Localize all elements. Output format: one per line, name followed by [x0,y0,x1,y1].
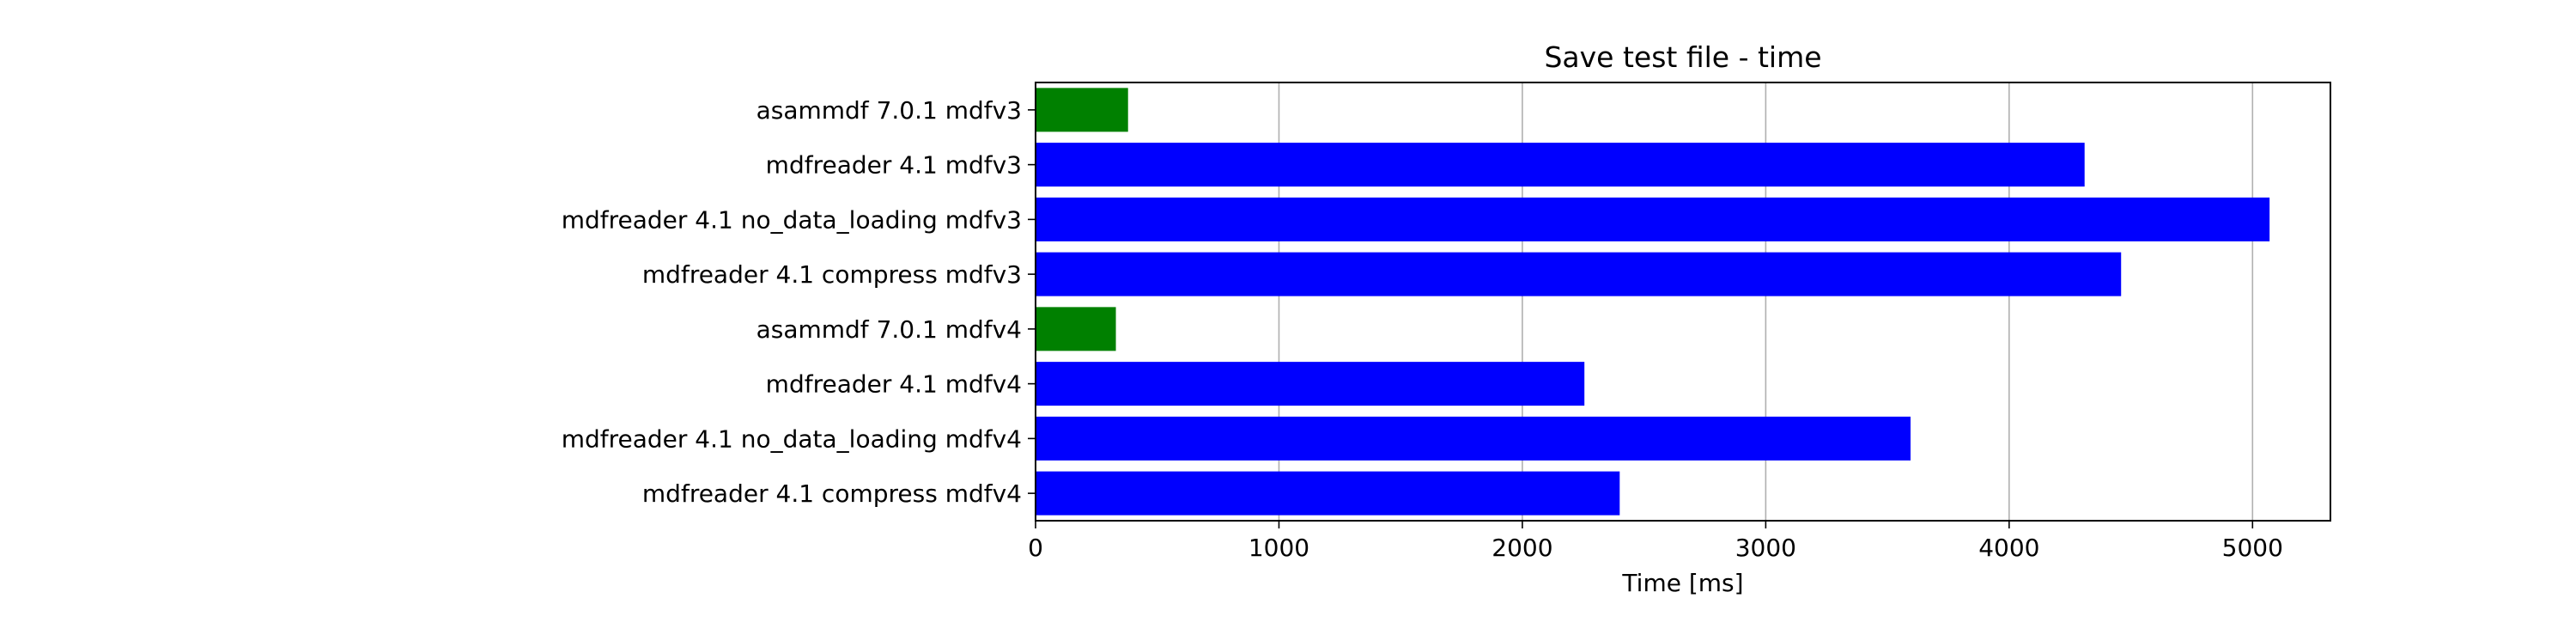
x-tick-label: 2000 [1492,534,1552,562]
x-tick-label: 0 [1028,534,1043,562]
bar [1036,471,1620,516]
y-tick-label: asammdf 7.0.1 mdfv3 [756,96,1022,125]
bar [1036,362,1585,406]
x-axis-ticks: 0 1000 2000 3000 4000 5000 [1028,521,2283,562]
y-tick-label: mdfreader 4.1 no_data_loading mdfv4 [562,424,1022,453]
x-tick-label: 3000 [1735,534,1796,562]
y-tick-label: mdfreader 4.1 mdfv4 [766,370,1022,399]
bars [1036,88,2270,516]
y-axis-ticks: asammdf 7.0.1 mdfv3 mdfreader 4.1 mdfv3 md… [562,96,1036,508]
x-tick-label: 5000 [2222,534,2283,562]
bar [1036,197,2270,241]
bar [1036,88,1128,132]
bar [1036,143,2085,187]
x-axis-label: Time [ms] [1621,569,1743,597]
y-tick-label: asammdf 7.0.1 mdfv4 [756,315,1022,344]
y-tick-label: mdfreader 4.1 mdfv3 [766,151,1022,180]
bar [1036,307,1116,351]
bar [1036,416,1911,461]
y-tick-label: mdfreader 4.1 compress mdfv4 [642,479,1022,508]
x-tick-label: 1000 [1249,534,1309,562]
plot-area-frame [1035,82,2331,522]
chart-title: Save test file - time [1544,40,1821,74]
x-tick-label: 4000 [1978,534,2039,562]
y-tick-label: mdfreader 4.1 compress mdfv3 [642,260,1022,289]
bar [1036,252,2122,296]
y-tick-label: mdfreader 4.1 no_data_loading mdfv3 [562,205,1022,234]
